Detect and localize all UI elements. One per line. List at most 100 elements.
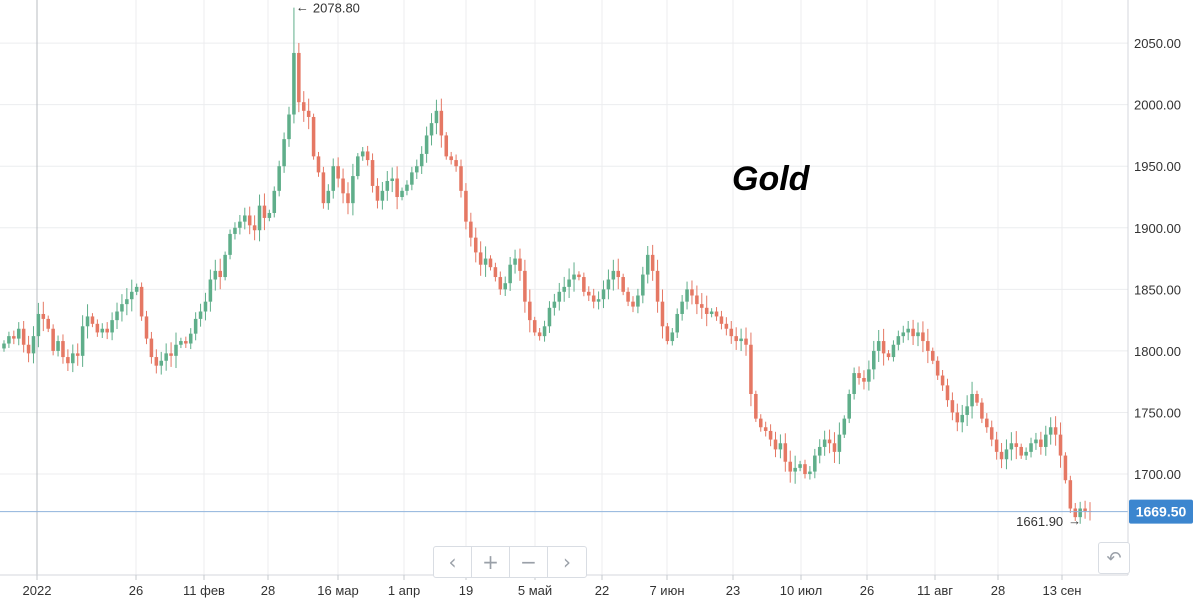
candle (734, 327, 738, 350)
candle (469, 212, 473, 247)
candle (911, 319, 915, 345)
candle-body (120, 304, 124, 312)
candle-body (867, 369, 871, 382)
candle (56, 335, 60, 357)
candle-body (729, 328, 734, 337)
candle-body (7, 336, 11, 344)
candle (459, 159, 463, 198)
candle-body (606, 279, 611, 290)
candle (572, 262, 576, 292)
candle-body (749, 344, 753, 395)
candle-body (955, 412, 960, 423)
candle-body (763, 427, 768, 431)
reset-view-button[interactable]: ↶ (1098, 542, 1130, 574)
candle (272, 186, 277, 218)
candle (100, 323, 105, 338)
zoom-in-button[interactable]: + (472, 547, 510, 577)
candle-body (51, 328, 55, 351)
candle-body (734, 336, 738, 342)
candle-body (419, 153, 424, 167)
candle (169, 342, 173, 367)
candle (552, 293, 557, 316)
candle (493, 262, 498, 282)
candle-body (228, 233, 232, 255)
candle-body (1024, 451, 1028, 456)
candle (375, 178, 380, 209)
candle-body (473, 237, 478, 253)
candle (228, 229, 232, 260)
candle-body (813, 455, 817, 472)
max-annotation: ← 2078.80 (296, 0, 360, 16)
x-tick-label: 28 (991, 583, 1005, 598)
candle-body (1034, 439, 1038, 444)
candle (606, 269, 611, 300)
candle (252, 215, 257, 241)
candle (778, 434, 783, 459)
candle (1053, 416, 1058, 446)
candle (297, 42, 301, 113)
candle (410, 166, 414, 191)
candle (174, 332, 178, 369)
candle (51, 324, 55, 356)
candle-body (405, 184, 409, 191)
candle (149, 331, 154, 364)
candle (513, 249, 517, 274)
candle (724, 317, 729, 336)
candle (488, 255, 493, 271)
candle-body (400, 190, 404, 198)
candle (1034, 432, 1038, 450)
candle (739, 328, 743, 352)
candle (518, 248, 522, 281)
candle-body (587, 291, 591, 296)
candle (326, 184, 331, 210)
candle (700, 293, 704, 319)
candle-body (464, 190, 468, 222)
candle (532, 316, 537, 336)
candle-body (872, 350, 876, 370)
scroll-right-button[interactable]: › (548, 547, 586, 577)
candle-body (12, 336, 16, 339)
candle-body (817, 446, 822, 456)
candle-body (1004, 449, 1009, 460)
candle (464, 183, 468, 230)
candle (754, 390, 758, 422)
candle (837, 422, 842, 465)
candle (670, 328, 675, 346)
candle-body (744, 338, 748, 345)
candle-body (523, 270, 527, 302)
candle (444, 132, 449, 160)
candle-body (380, 190, 385, 201)
y-tick-label: 1900.00 (1134, 221, 1181, 236)
candle-body (1009, 443, 1014, 450)
zoom-out-button[interactable]: − (510, 547, 548, 577)
candle-body (390, 178, 394, 181)
candle-body (1039, 439, 1043, 447)
candle-body (562, 286, 566, 292)
candle-body (572, 274, 576, 280)
candle-body (66, 357, 70, 364)
candle (498, 271, 503, 295)
candle-body (316, 156, 321, 173)
candle (105, 322, 109, 340)
candle-body (257, 205, 262, 231)
y-tick-label: 2050.00 (1134, 36, 1181, 51)
x-tick-label: 5 май (518, 583, 552, 598)
candle-body (164, 353, 168, 361)
candle-body (277, 166, 281, 191)
candle-body (783, 443, 788, 462)
candle-body (645, 254, 650, 275)
candle (159, 351, 164, 375)
candle (641, 266, 645, 304)
candle (901, 325, 906, 343)
candle (351, 163, 355, 216)
candle-body (287, 114, 291, 140)
candle-body (758, 418, 763, 428)
candle-body (989, 427, 994, 440)
candle (665, 322, 670, 345)
candle (262, 193, 267, 231)
scroll-left-button[interactable]: ‹ (434, 547, 472, 577)
grid (0, 0, 1128, 575)
candle (611, 259, 616, 291)
candle-body (621, 277, 625, 292)
